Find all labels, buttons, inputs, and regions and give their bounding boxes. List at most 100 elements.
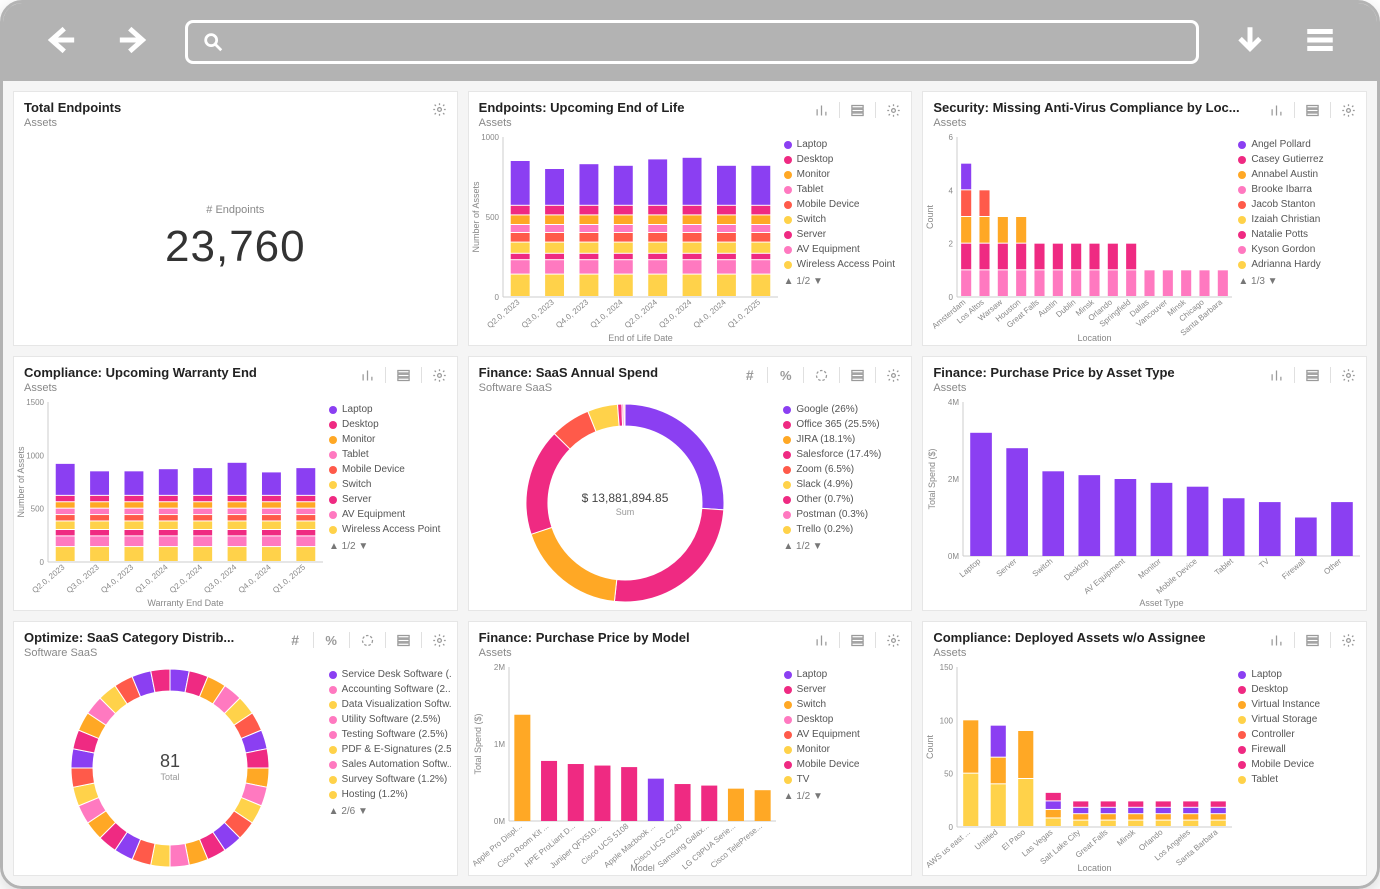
legend-item[interactable]: Google (26%) — [783, 402, 905, 417]
legend-item[interactable]: Laptop — [784, 137, 906, 152]
legend-item[interactable]: Izaiah Christian — [1238, 212, 1360, 227]
legend-item[interactable]: Data Visualization Softw... — [329, 697, 451, 712]
legend-item[interactable]: Hosting (1.2%) — [329, 787, 451, 802]
legend-item[interactable]: Mobile Device — [1238, 757, 1360, 772]
legend-item[interactable]: JIRA (18.1%) — [783, 432, 905, 447]
legend-item[interactable]: Mobile Device — [784, 757, 906, 772]
ring-icon[interactable] — [814, 368, 829, 383]
legend-item[interactable]: Tablet — [329, 447, 451, 462]
hash-icon[interactable]: # — [742, 368, 757, 383]
legend-pager[interactable]: ▲ 1/2 ▼ — [784, 791, 906, 802]
gear-icon[interactable] — [886, 103, 901, 118]
legend-item[interactable]: Mobile Device — [329, 462, 451, 477]
menu-button[interactable] — [1303, 23, 1337, 62]
legend-item[interactable]: Wireless Access Point — [329, 522, 451, 537]
legend-item[interactable]: Slack (4.9%) — [783, 477, 905, 492]
download-button[interactable] — [1233, 23, 1267, 62]
legend-item[interactable]: Salesforce (17.4%) — [783, 447, 905, 462]
gear-icon[interactable] — [432, 102, 447, 117]
legend-item[interactable]: Casey Gutierrez — [1238, 152, 1360, 167]
gear-icon[interactable] — [1341, 633, 1356, 648]
legend-item[interactable]: Virtual Storage — [1238, 712, 1360, 727]
list-icon[interactable] — [1305, 368, 1320, 383]
legend-item[interactable]: Mobile Device — [784, 197, 906, 212]
legend-item[interactable]: Zoom (6.5%) — [783, 462, 905, 477]
legend-item[interactable]: Other (0.7%) — [783, 492, 905, 507]
legend-pager[interactable]: ▲ 1/2 ▼ — [784, 276, 906, 287]
legend-item[interactable]: Switch — [329, 477, 451, 492]
legend-item[interactable]: Accounting Software (2.... — [329, 682, 451, 697]
ring-icon[interactable] — [360, 633, 375, 648]
legend-item[interactable]: Tablet — [784, 182, 906, 197]
legend-pager[interactable]: ▲ 1/2 ▼ — [329, 541, 451, 552]
legend-item[interactable]: Office 365 (25.5%) — [783, 417, 905, 432]
list-icon[interactable] — [850, 368, 865, 383]
legend-item[interactable]: Postman (0.3%) — [783, 507, 905, 522]
legend-item[interactable]: Kyson Gordon — [1238, 242, 1360, 257]
legend-pager[interactable]: ▲ 1/2 ▼ — [783, 541, 905, 552]
legend-item[interactable]: Utility Software (2.5%) — [329, 712, 451, 727]
gear-icon[interactable] — [886, 633, 901, 648]
legend-item[interactable]: Controller — [1238, 727, 1360, 742]
bars-icon[interactable] — [1269, 368, 1284, 383]
legend-item[interactable]: Sales Automation Softw... — [329, 757, 451, 772]
legend-item[interactable]: Tablet — [1238, 772, 1360, 787]
bars-icon[interactable] — [814, 633, 829, 648]
list-icon[interactable] — [1305, 103, 1320, 118]
bars-icon[interactable] — [1269, 633, 1284, 648]
legend-item[interactable]: Server — [784, 227, 906, 242]
gear-icon[interactable] — [432, 633, 447, 648]
bars-icon[interactable] — [814, 103, 829, 118]
list-icon[interactable] — [396, 633, 411, 648]
legend-item[interactable]: Brooke Ibarra — [1238, 182, 1360, 197]
bars-icon[interactable] — [1269, 103, 1284, 118]
legend-item[interactable]: Trello (0.2%) — [783, 522, 905, 537]
legend-item[interactable]: Firewall — [1238, 742, 1360, 757]
legend-item[interactable]: Monitor — [329, 432, 451, 447]
legend-item[interactable]: Adrianna Hardy — [1238, 257, 1360, 272]
legend-item[interactable]: PDF & E-Signatures (2.5... — [329, 742, 451, 757]
list-icon[interactable] — [850, 633, 865, 648]
legend-item[interactable]: AV Equipment — [784, 727, 906, 742]
list-icon[interactable] — [850, 103, 865, 118]
hash-icon[interactable]: # — [288, 633, 303, 648]
legend-item[interactable]: Wireless Access Point — [784, 257, 906, 272]
legend-item[interactable]: Virtual Instance — [1238, 697, 1360, 712]
back-button[interactable] — [43, 23, 77, 62]
legend-item[interactable]: Server — [784, 682, 906, 697]
legend-item[interactable]: Jacob Stanton — [1238, 197, 1360, 212]
legend-item[interactable]: Laptop — [1238, 667, 1360, 682]
legend-item[interactable]: Desktop — [1238, 682, 1360, 697]
gear-icon[interactable] — [886, 368, 901, 383]
legend-item[interactable]: Survey Software (1.2%) — [329, 772, 451, 787]
legend-item[interactable]: Switch — [784, 697, 906, 712]
legend-item[interactable]: Monitor — [784, 742, 906, 757]
forward-button[interactable] — [117, 23, 151, 62]
legend-item[interactable]: AV Equipment — [329, 507, 451, 522]
gear-icon[interactable] — [1341, 368, 1356, 383]
bars-icon[interactable] — [360, 368, 375, 383]
pct-icon[interactable]: % — [778, 368, 793, 383]
legend-item[interactable]: TV — [784, 772, 906, 787]
list-icon[interactable] — [396, 368, 411, 383]
legend-item[interactable]: AV Equipment — [784, 242, 906, 257]
gear-icon[interactable] — [432, 368, 447, 383]
legend-item[interactable]: Service Desk Software (... — [329, 667, 451, 682]
legend-item[interactable]: Server — [329, 492, 451, 507]
legend-item[interactable]: Laptop — [784, 667, 906, 682]
address-bar[interactable] — [185, 20, 1199, 64]
list-icon[interactable] — [1305, 633, 1320, 648]
gear-icon[interactable] — [1341, 103, 1356, 118]
legend-item[interactable]: Laptop — [329, 402, 451, 417]
pct-icon[interactable]: % — [324, 633, 339, 648]
legend-pager[interactable]: ▲ 1/3 ▼ — [1238, 276, 1360, 287]
legend-item[interactable]: Natalie Potts — [1238, 227, 1360, 242]
legend-item[interactable]: Testing Software (2.5%) — [329, 727, 451, 742]
legend-item[interactable]: Switch — [784, 212, 906, 227]
legend-item[interactable]: Desktop — [784, 712, 906, 727]
legend-pager[interactable]: ▲ 2/6 ▼ — [329, 806, 451, 817]
legend-item[interactable]: Desktop — [329, 417, 451, 432]
legend-item[interactable]: Annabel Austin — [1238, 167, 1360, 182]
legend-item[interactable]: Monitor — [784, 167, 906, 182]
legend-item[interactable]: Angel Pollard — [1238, 137, 1360, 152]
